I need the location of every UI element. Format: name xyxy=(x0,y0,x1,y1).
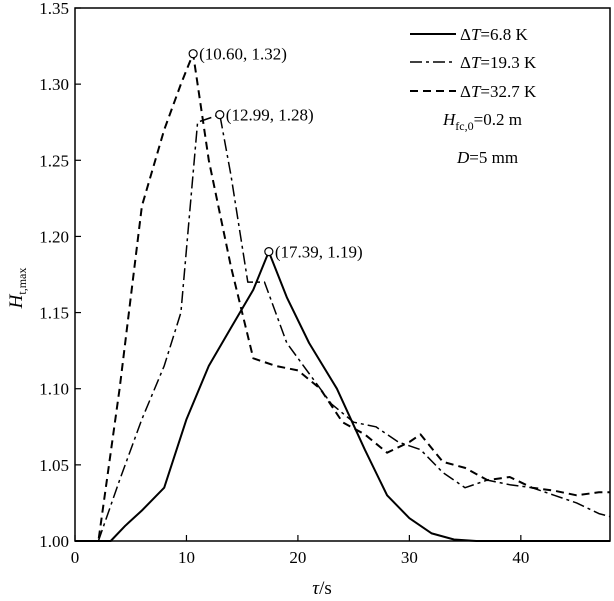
peak-marker xyxy=(215,109,225,120)
series-line-solid xyxy=(75,250,610,542)
y-axis-subscript: t,max xyxy=(15,268,29,295)
legend: ΔT=6.8 K ΔT=19.3 K ΔT=32.7 K xyxy=(410,25,537,101)
legend-var-0: T xyxy=(471,25,482,44)
x-tick-label: 0 xyxy=(71,548,80,567)
y-tick-label: 1.10 xyxy=(39,380,69,399)
series-layer xyxy=(75,52,611,542)
x-axis-symbol: τ xyxy=(312,578,320,599)
y-tick-label: 1.00 xyxy=(39,532,69,551)
legend-rest-2: =32.7 K xyxy=(480,82,537,101)
note-hfc-symbol: H xyxy=(442,110,457,129)
note-hfc-sub: fc,0 xyxy=(455,119,473,133)
x-axis-unit: /s xyxy=(319,578,332,599)
legend-label-2: ΔT=32.7 K xyxy=(460,82,537,101)
x-tick-label: 10 xyxy=(178,548,195,567)
y-tick-label: 1.20 xyxy=(39,227,69,246)
legend-prefix-1: Δ xyxy=(460,53,471,72)
legend-rest-0: =6.8 K xyxy=(480,25,528,44)
peak-label: (10.60, 1.32) xyxy=(199,45,287,64)
note-d: D=5 mm xyxy=(456,148,518,167)
y-axis-symbol: H xyxy=(6,293,27,309)
x-tick-label: 40 xyxy=(512,548,529,567)
note-d-rest: =5 mm xyxy=(469,148,518,167)
x-tick-label: 20 xyxy=(289,548,306,567)
y-tick-label: 1.25 xyxy=(39,151,69,170)
x-tick-label: 30 xyxy=(401,548,418,567)
legend-var-2: T xyxy=(471,82,482,101)
ticks-layer: 0 10 20 30 40 1.00 1.05 1.10 1.15 1.20 1.25 1.30 1.3… xyxy=(39,0,529,567)
peak-label: (12.99, 1.28) xyxy=(226,106,314,125)
legend-label-1: ΔT=19.3 K xyxy=(460,53,537,72)
y-tick-label: 1.30 xyxy=(39,75,69,94)
series-line-dashed xyxy=(75,52,610,542)
legend-var-1: T xyxy=(471,53,482,72)
legend-rest-1: =19.3 K xyxy=(480,53,537,72)
x-axis-title: τ/s xyxy=(312,578,332,599)
legend-prefix-0: Δ xyxy=(460,25,471,44)
peak-marker xyxy=(188,49,198,59)
note-d-symbol: D xyxy=(456,148,470,167)
legend-prefix-2: Δ xyxy=(460,82,471,101)
legend-label-0: ΔT=6.8 K xyxy=(460,25,528,44)
y-tick-label: 1.15 xyxy=(39,304,69,323)
y-tick-label: 1.35 xyxy=(39,0,69,18)
annotation-layer: (10.60, 1.32) (12.99, 1.28) (17.39, 1.19) xyxy=(188,45,363,262)
peak-label: (17.39, 1.19) xyxy=(275,243,363,262)
y-axis-title: Ht,max xyxy=(6,268,29,310)
note-hfc: Hfc,0=0.2 m xyxy=(442,110,522,133)
series-line-dashdot xyxy=(75,113,611,542)
peak-marker xyxy=(264,247,274,257)
plot-frame xyxy=(74,7,611,542)
note-hfc-rest: =0.2 m xyxy=(474,110,522,129)
y-tick-label: 1.05 xyxy=(39,456,69,475)
